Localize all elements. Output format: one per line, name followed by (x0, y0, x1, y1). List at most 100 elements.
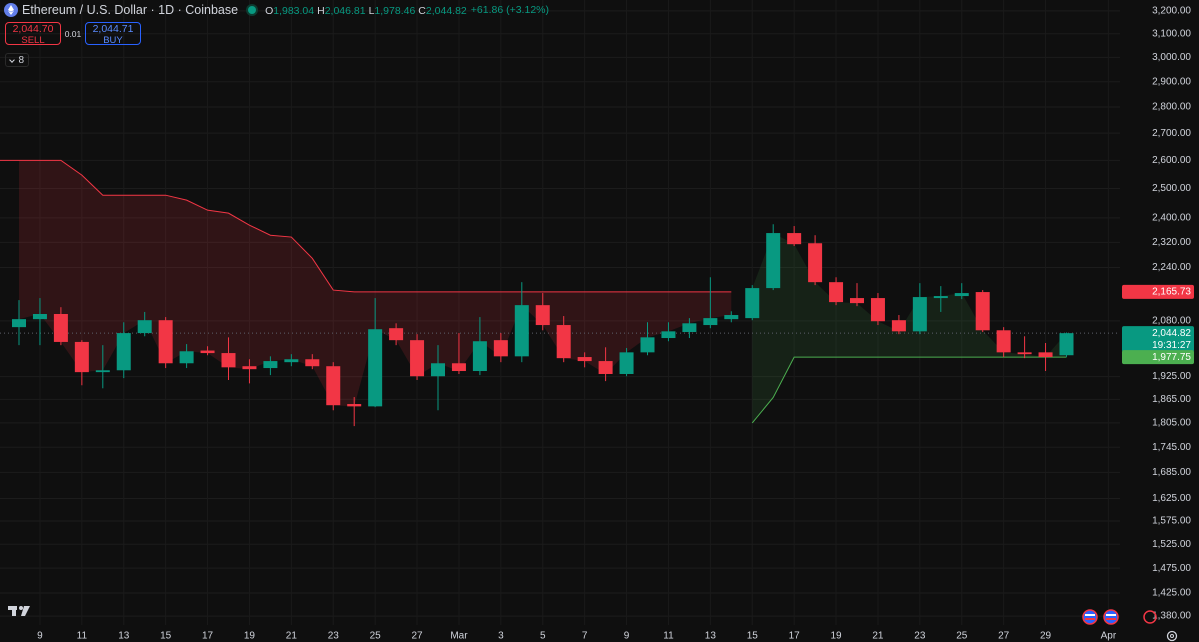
x-tick-label: 3 (498, 631, 504, 642)
y-tick-label: 1,745.00 (1152, 442, 1191, 453)
candle-body (472, 341, 487, 372)
x-tick-label: Mar (450, 631, 468, 642)
x-tick-label: 17 (202, 631, 214, 642)
buy-price: 2,044.71 (92, 23, 134, 35)
sell-button[interactable]: 2,044.70 SELL (5, 22, 61, 46)
y-tick-label: 1,575.00 (1152, 516, 1191, 527)
y-tick-label: 2,900.00 (1152, 76, 1191, 87)
x-tick-label: 25 (956, 631, 968, 642)
candle-body (640, 337, 655, 353)
candle-body (158, 320, 173, 364)
x-tick-label: 13 (118, 631, 130, 642)
x-tick-label: 27 (411, 631, 423, 642)
y-tick-label: 1,805.00 (1152, 418, 1191, 429)
plot-area (0, 159, 1120, 427)
candle-body (493, 340, 508, 357)
y-tick-label: 3,200.00 (1152, 6, 1191, 17)
candle-body (1017, 352, 1032, 355)
candle-body (703, 318, 718, 326)
buy-button[interactable]: 2,044.71 BUY (85, 22, 141, 46)
price-label: 1,977.75 (1152, 352, 1191, 363)
candle-body (263, 361, 278, 369)
candle-body (724, 315, 739, 320)
ohlc-legend: O1,983.04 H2,046.81 L1,978.46 C2,044.82 (262, 3, 467, 17)
price-label-box (1122, 284, 1194, 299)
candle-body (912, 297, 927, 332)
x-tick-label: 21 (872, 631, 884, 642)
x-tick-label: 15 (160, 631, 172, 642)
lower_line-fill (752, 233, 1067, 423)
candle-body (535, 305, 550, 326)
countdown-label: 19:31:27 (1152, 340, 1191, 351)
x-tick-label: 5 (540, 631, 546, 642)
candle-body (787, 233, 802, 245)
candle-body (451, 363, 466, 372)
candle-body (891, 320, 906, 332)
y-tick-label: 1,685.00 (1152, 467, 1191, 478)
candle-body (975, 292, 990, 331)
symbol-header: Ethereum / U.S. Dollar · 1D · Coinbase O… (4, 3, 549, 17)
y-tick-label: 1,425.00 (1152, 588, 1191, 599)
candle-body (389, 328, 404, 341)
tradingview-logo[interactable] (8, 606, 30, 616)
price-label: 2,165.73 (1152, 286, 1191, 297)
candle-body (766, 233, 781, 289)
settings-button[interactable] (1166, 630, 1178, 642)
y-tick-label: 1,865.00 (1152, 394, 1191, 405)
y-tick-label: 2,400.00 (1152, 213, 1191, 224)
ohlc-key: O (265, 5, 274, 17)
indicator-toggle[interactable]: 8 (5, 53, 29, 67)
x-tick-label: 11 (77, 631, 88, 642)
symbol-title[interactable]: Ethereum / U.S. Dollar · 1D · Coinbase (22, 3, 239, 17)
candle-body (619, 352, 634, 374)
candle-body (284, 359, 299, 363)
buy-label: BUY (103, 35, 123, 46)
symbol-icon (4, 3, 18, 17)
x-tick-label: Apr (1101, 631, 1117, 642)
candle-body (514, 305, 529, 357)
y-tick-label: 1,625.00 (1152, 493, 1191, 504)
y-tick-label: 2,240.00 (1152, 262, 1191, 273)
candle-body (347, 404, 362, 407)
candle-body (577, 357, 592, 362)
spread: 0.01 (64, 28, 82, 39)
price-axis: 3,200.00 3,100.00 3,000.00 2,900.00 2,800.00… (1122, 6, 1194, 622)
time-axis: 9 11 13 15 17 19 21 23 25 27 Mar 3 5 7 9 11 13 15 17 19 21 23… (37, 631, 1117, 642)
x-tick-label: 9 (624, 631, 630, 642)
y-tick-label: 2,080.00 (1152, 316, 1191, 327)
y-tick-label: 1,475.00 (1152, 563, 1191, 574)
price-label-box (1122, 326, 1194, 353)
price-label: 2,044.82 (1152, 328, 1191, 339)
trade-panel: 2,044.70 SELL 0.01 2,044.71 BUY (5, 22, 141, 46)
upper_line-fill (19, 160, 732, 407)
y-tick-label: 1,380.00 (1152, 611, 1191, 622)
upper_line (0, 159, 732, 293)
x-tick-label: 15 (747, 631, 759, 642)
x-tick-label: 9 (37, 631, 43, 642)
candle-body (1038, 352, 1053, 358)
x-tick-label: 21 (286, 631, 298, 642)
candle-body (745, 288, 760, 319)
x-tick-label: 13 (705, 631, 717, 642)
x-tick-label: 11 (663, 631, 674, 642)
candle-body (179, 351, 194, 364)
candle-body (996, 330, 1011, 353)
candle-body (53, 313, 68, 342)
candle-body (95, 370, 110, 373)
candle-body (1059, 333, 1074, 356)
event-flags[interactable] (1082, 609, 1157, 625)
market-status[interactable] (248, 6, 257, 14)
y-tick-label: 2,600.00 (1152, 155, 1191, 166)
grid (0, 0, 1120, 625)
x-tick-label: 27 (998, 631, 1010, 642)
y-tick-label: 2,320.00 (1152, 237, 1191, 248)
candle-body (410, 340, 425, 377)
ohlc-value: 1,983.04 (273, 5, 315, 17)
price-label-box (1122, 350, 1194, 365)
ohlc-key: L (368, 5, 375, 17)
y-tick-label: 3,000.00 (1152, 52, 1191, 63)
candle-body (74, 341, 89, 373)
candle-body (682, 323, 697, 333)
